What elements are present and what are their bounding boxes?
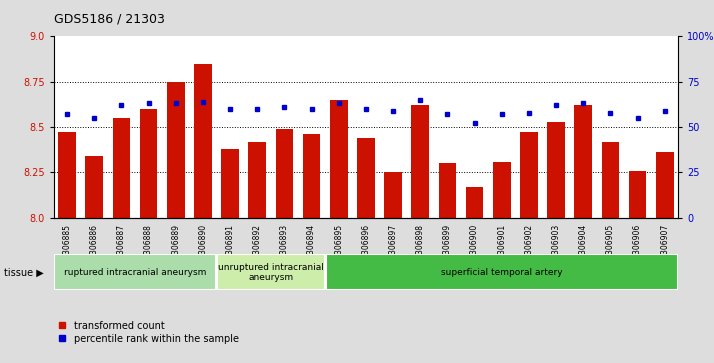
- Text: tissue ▶: tissue ▶: [4, 268, 44, 278]
- Bar: [411, 105, 429, 218]
- Bar: [520, 132, 538, 218]
- Legend: transformed count, percentile rank within the sample: transformed count, percentile rank withi…: [59, 321, 239, 344]
- Bar: [167, 82, 185, 218]
- Bar: [140, 109, 158, 218]
- Bar: [384, 172, 402, 218]
- Bar: [113, 118, 130, 218]
- Bar: [547, 122, 565, 218]
- Text: ruptured intracranial aneurysm: ruptured intracranial aneurysm: [64, 268, 206, 277]
- Bar: [194, 64, 212, 218]
- Bar: [357, 138, 375, 218]
- Bar: [466, 187, 483, 218]
- Text: GDS5186 / 21303: GDS5186 / 21303: [54, 12, 164, 25]
- Bar: [221, 149, 239, 218]
- Bar: [217, 254, 325, 290]
- Bar: [330, 100, 348, 218]
- Bar: [276, 129, 293, 218]
- Bar: [656, 152, 673, 218]
- Bar: [326, 254, 678, 290]
- Bar: [248, 142, 266, 218]
- Bar: [493, 162, 511, 218]
- Text: unruptured intracranial
aneurysm: unruptured intracranial aneurysm: [218, 262, 323, 282]
- Bar: [438, 163, 456, 218]
- Bar: [602, 142, 619, 218]
- Bar: [59, 132, 76, 218]
- Text: superficial temporal artery: superficial temporal artery: [441, 268, 563, 277]
- Bar: [629, 171, 646, 218]
- Bar: [86, 156, 103, 218]
- Bar: [54, 254, 216, 290]
- Bar: [303, 134, 321, 218]
- Bar: [574, 105, 592, 218]
